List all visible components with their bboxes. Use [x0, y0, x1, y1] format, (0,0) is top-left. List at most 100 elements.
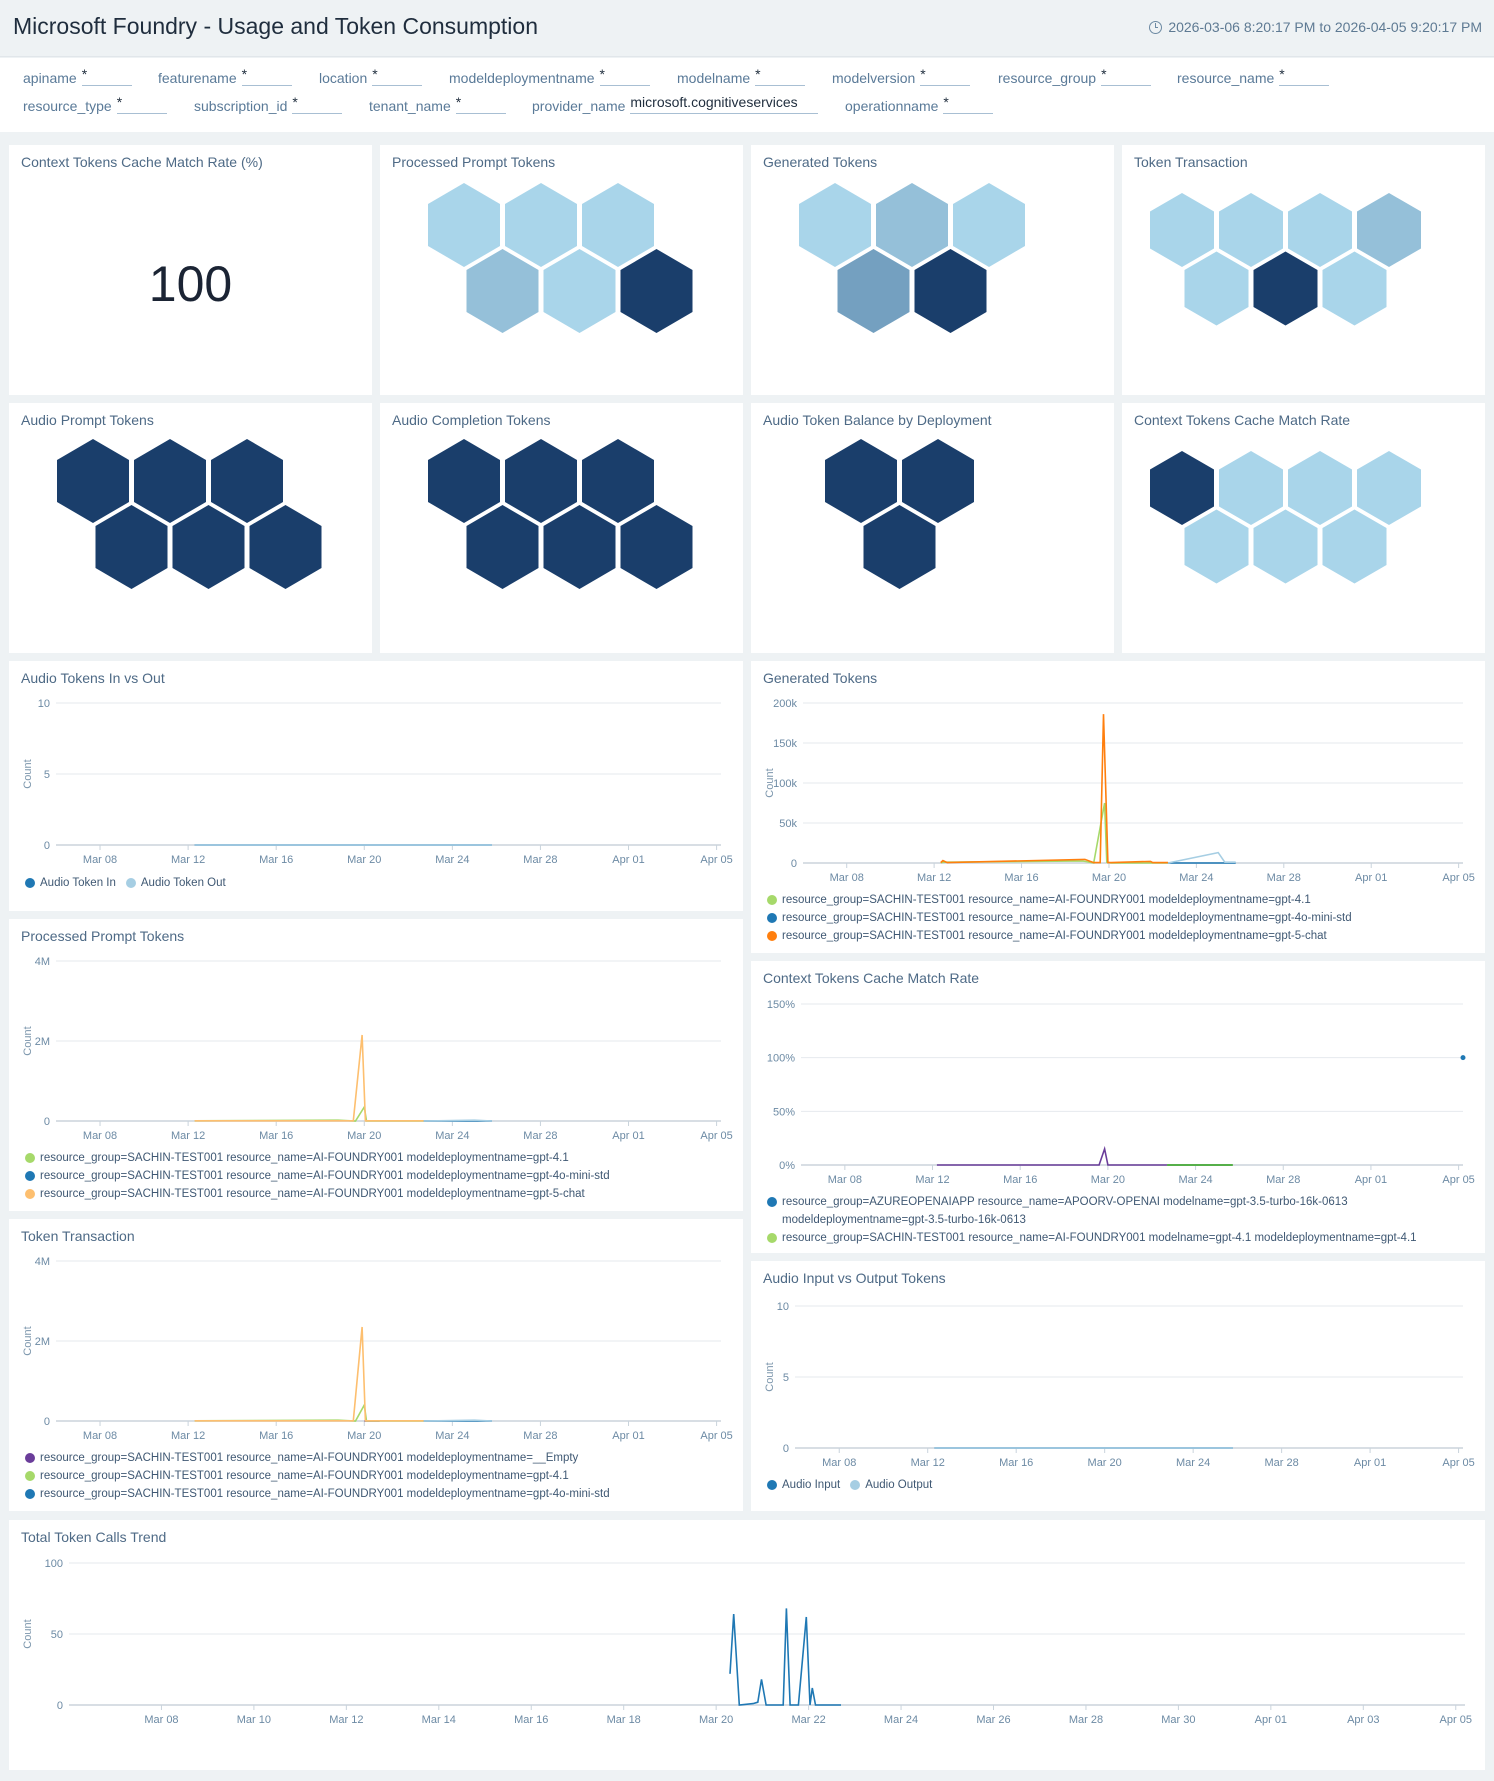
- filter-apiname[interactable]: apiname *: [23, 64, 132, 86]
- legend-label: resource_group=SACHIN-TEST001 resource_n…: [40, 1452, 579, 1464]
- y-axis-label: Count: [764, 1362, 776, 1391]
- filter-resource-name[interactable]: resource_name *: [1177, 64, 1330, 86]
- panel-total-token-calls: Total Token Calls Trend 0 50 100 Mar 08 Mar …: [9, 1520, 1485, 1770]
- filter-input[interactable]: *: [455, 92, 506, 114]
- x-tick-label: Apr 01: [1354, 1457, 1386, 1469]
- filter-subscription-id[interactable]: subscription_id *: [194, 92, 343, 114]
- filter-label: resource_name: [1177, 70, 1275, 86]
- honeycomb-cell[interactable]: [1288, 193, 1352, 267]
- x-tick-label: Mar 24: [1179, 872, 1213, 884]
- panel-honeycomb-transaction: Token Transaction: [1122, 145, 1485, 395]
- legend-label: Audio Output: [865, 1479, 933, 1491]
- honeycomb-cell[interactable]: [1322, 251, 1387, 326]
- honeycomb-cell[interactable]: [1253, 509, 1318, 584]
- honeycomb-cell[interactable]: [914, 249, 987, 333]
- legend-item[interactable]: resource_group=SACHIN-TEST001 resource_n…: [25, 1167, 610, 1185]
- honeycomb-cell[interactable]: [428, 439, 500, 523]
- filter-input[interactable]: *: [292, 92, 343, 114]
- y-tick-label: 0: [44, 1416, 50, 1428]
- honeycomb-cell[interactable]: [799, 183, 871, 267]
- filter-input[interactable]: *: [920, 64, 971, 86]
- honeycomb-cell[interactable]: [134, 439, 206, 523]
- legend-item[interactable]: resource_group=SACHIN-TEST001 resource_n…: [25, 1449, 610, 1467]
- honeycomb-cell[interactable]: [1219, 193, 1283, 267]
- legend-item[interactable]: resource_group=SACHIN-TEST001 resource_n…: [25, 1149, 610, 1167]
- filter-location[interactable]: location *: [319, 64, 423, 86]
- honeycomb-cell[interactable]: [1357, 193, 1421, 267]
- honeycomb-cell[interactable]: [1253, 251, 1318, 326]
- filter-tenant-name[interactable]: tenant_name *: [369, 92, 506, 114]
- filter-input[interactable]: *: [1279, 64, 1330, 86]
- x-tick-label: Mar 08: [83, 854, 117, 866]
- filter-input[interactable]: *: [372, 64, 423, 86]
- honeycomb-cell[interactable]: [1322, 509, 1387, 584]
- honeycomb-cell[interactable]: [1184, 251, 1249, 326]
- x-tick-label: Mar 30: [1161, 1714, 1195, 1726]
- honeycomb-cell[interactable]: [57, 439, 129, 523]
- filter-provider-name[interactable]: provider_name microsoft.cognitiveservices: [532, 92, 819, 114]
- filter-input[interactable]: *: [241, 64, 292, 86]
- honeycomb-cell[interactable]: [505, 183, 577, 267]
- legend-item[interactable]: Audio Input: [767, 1476, 840, 1494]
- honeycomb-cell[interactable]: [825, 439, 897, 523]
- honeycomb-cell[interactable]: [620, 249, 693, 333]
- honeycomb-cell[interactable]: [582, 439, 654, 523]
- honeycomb-cell[interactable]: [1150, 451, 1214, 525]
- legend-item[interactable]: Audio Output: [850, 1476, 932, 1494]
- legend-item[interactable]: resource_group=SACHIN-TEST001 resource_n…: [25, 1485, 610, 1503]
- legend-dot-icon: [25, 1489, 35, 1499]
- filter-resource-type[interactable]: resource_type *: [23, 92, 167, 114]
- honeycomb-cell[interactable]: [466, 505, 539, 589]
- filter-input[interactable]: *: [599, 64, 650, 86]
- honeycomb-cell[interactable]: [428, 183, 500, 267]
- honeycomb-cell[interactable]: [543, 249, 616, 333]
- honeycomb-cell[interactable]: [1184, 509, 1249, 584]
- honeycomb-cell[interactable]: [543, 505, 616, 589]
- filter-input[interactable]: *: [755, 64, 806, 86]
- filter-input[interactable]: microsoft.cognitiveservices: [630, 92, 819, 114]
- filter-modelname[interactable]: modelname *: [677, 64, 806, 86]
- honeycomb-cell[interactable]: [249, 505, 322, 589]
- filter-input[interactable]: *: [81, 64, 132, 86]
- filter-modelversion[interactable]: modelversion *: [832, 64, 971, 86]
- honeycomb-cell[interactable]: [953, 183, 1025, 267]
- honeycomb-cell[interactable]: [1150, 193, 1214, 267]
- legend-item[interactable]: Audio Token Out: [125, 874, 226, 892]
- honeycomb-cell[interactable]: [95, 505, 168, 589]
- filter-input[interactable]: *: [943, 92, 994, 114]
- honeycomb-cell[interactable]: [1219, 451, 1283, 525]
- legend-item[interactable]: resource_group=SACHIN-TEST001 resource_n…: [767, 927, 1352, 945]
- honeycomb-cell[interactable]: [466, 249, 539, 333]
- honeycomb-cell[interactable]: [505, 439, 577, 523]
- legend-item[interactable]: resource_group=SACHIN-TEST001 resource_n…: [767, 891, 1352, 909]
- legend-item[interactable]: resource_group=SACHIN-TEST001 resource_n…: [25, 1467, 610, 1485]
- filter-operationname[interactable]: operationname *: [845, 92, 994, 114]
- honeycomb-cell[interactable]: [620, 505, 693, 589]
- time-range-picker[interactable]: 2026-03-06 8:20:17 PM to 2026-04-05 9:20…: [1149, 19, 1482, 35]
- legend-item[interactable]: resource_group=SACHIN-TEST001 resource_n…: [767, 909, 1352, 927]
- honeycomb-cell[interactable]: [902, 439, 974, 523]
- filter-modeldeploymentname[interactable]: modeldeploymentname *: [449, 64, 650, 86]
- filter-input[interactable]: *: [116, 92, 167, 114]
- legend-item[interactable]: resource_group=SACHIN-TEST001 resource_n…: [25, 1185, 610, 1203]
- filter-input[interactable]: *: [1101, 64, 1152, 86]
- honeycomb-cell[interactable]: [582, 183, 654, 267]
- honeycomb-cell[interactable]: [863, 505, 936, 589]
- legend-item[interactable]: resource_group=AZUREOPENAIAPP resource_n…: [767, 1193, 1479, 1229]
- y-tick-label: 0: [783, 1443, 789, 1455]
- filter-featurename[interactable]: featurename *: [158, 64, 292, 86]
- filter-label: subscription_id: [194, 98, 288, 114]
- panel-title: Generated Tokens: [763, 154, 878, 170]
- honeycomb-cell[interactable]: [1357, 451, 1421, 525]
- panel-honeycomb-processed: Processed Prompt Tokens: [380, 145, 743, 395]
- legend-item[interactable]: resource_group=SACHIN-TEST001 resource_n…: [767, 1229, 1479, 1247]
- x-tick-label: Mar 16: [999, 1457, 1033, 1469]
- filter-resource-group[interactable]: resource_group *: [998, 64, 1152, 86]
- honeycomb-cell[interactable]: [837, 249, 910, 333]
- honeycomb-cell[interactable]: [1288, 451, 1352, 525]
- chart-legend: Audio Input Audio Output: [767, 1476, 942, 1496]
- honeycomb-cell[interactable]: [211, 439, 283, 523]
- honeycomb-cell[interactable]: [876, 183, 948, 267]
- legend-item[interactable]: Audio Token In: [25, 874, 116, 892]
- honeycomb-cell[interactable]: [172, 505, 245, 589]
